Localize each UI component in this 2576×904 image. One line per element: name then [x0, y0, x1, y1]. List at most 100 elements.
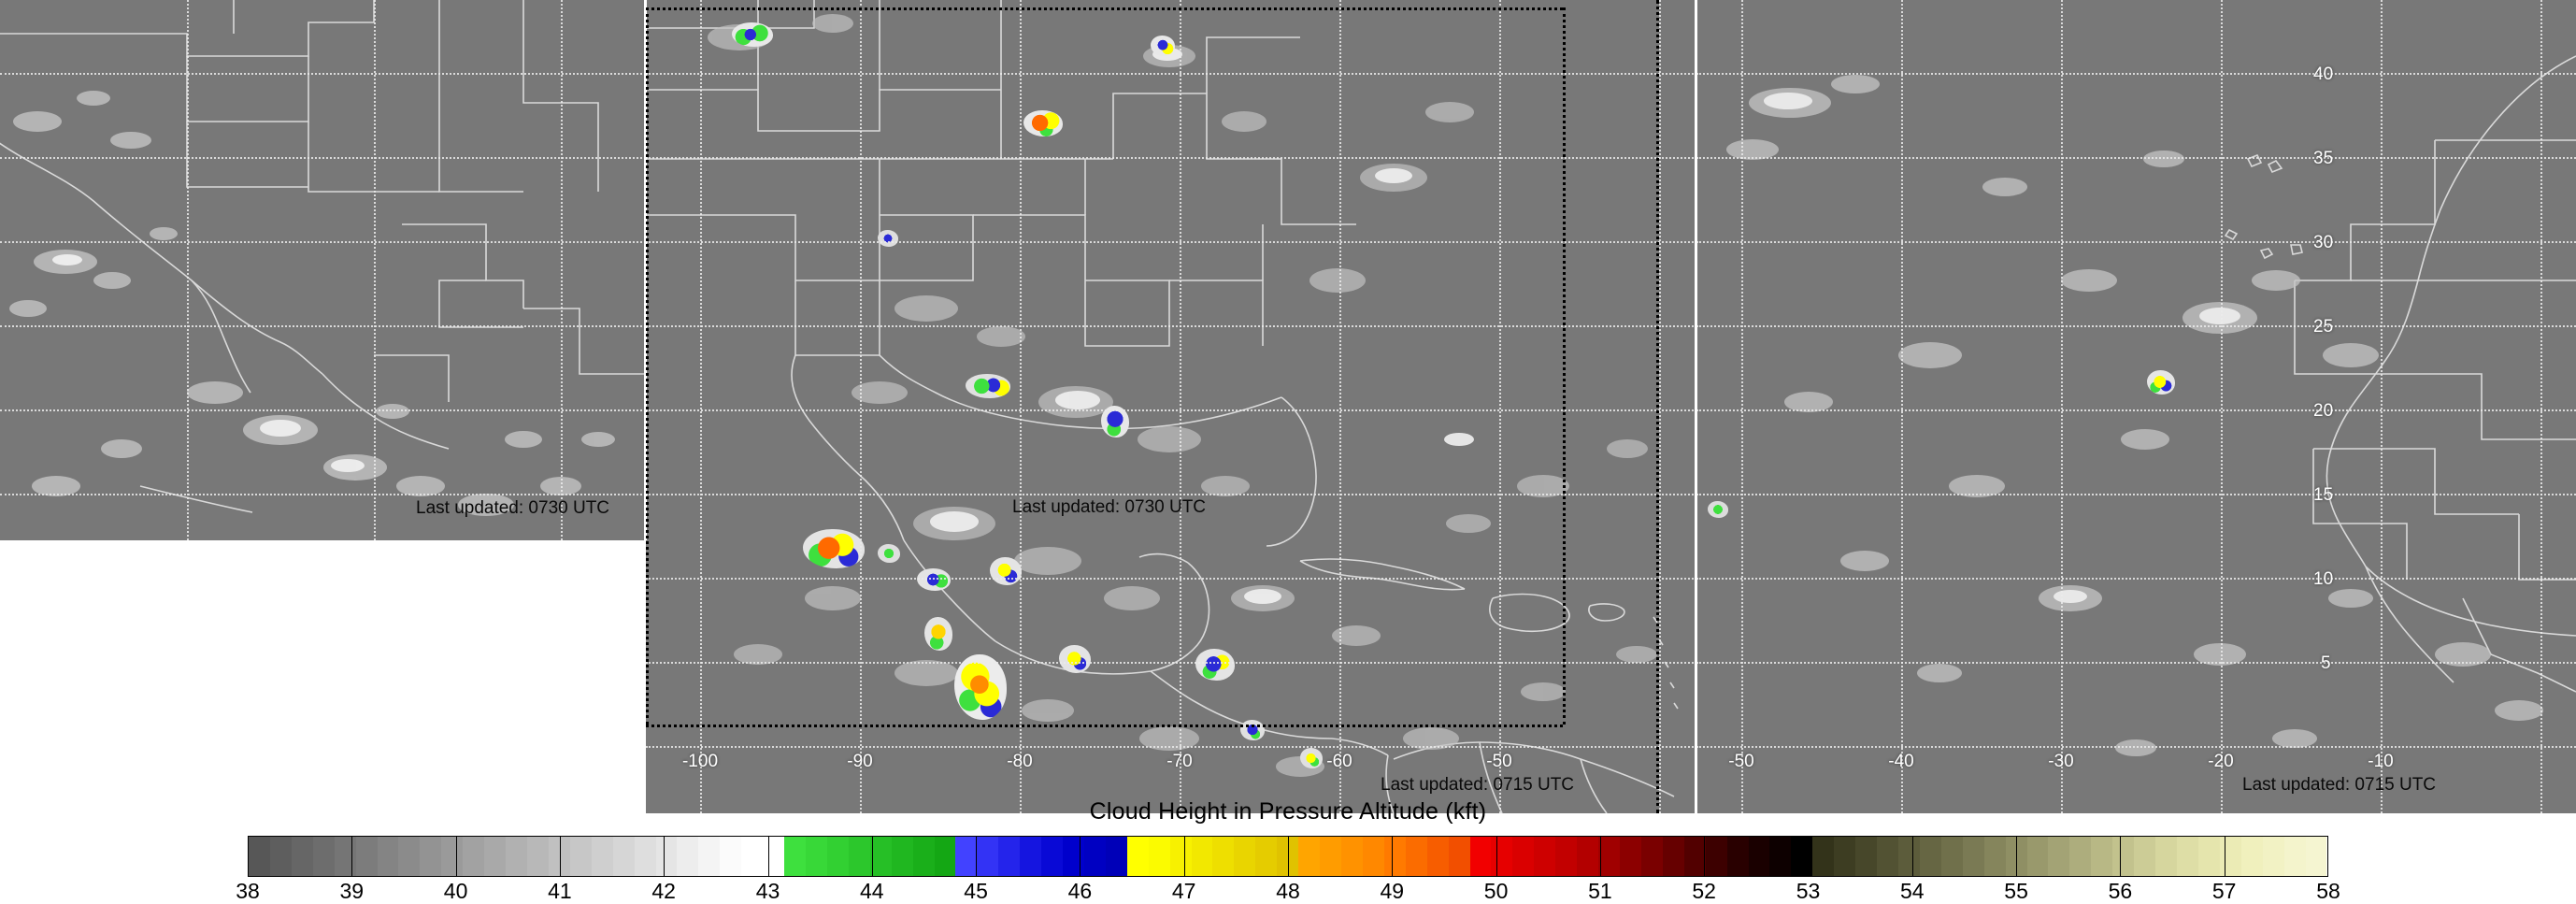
lon-label: -90 — [847, 752, 873, 771]
colorbar-tickmark — [351, 836, 353, 877]
colorbar-segment — [1812, 837, 1835, 876]
colorbar-tick: 58 — [2316, 879, 2340, 903]
colorbar-segment — [1383, 837, 1406, 876]
colorbar-segment — [484, 837, 507, 876]
colorbar-segment — [591, 837, 613, 876]
colorbar-segment — [441, 837, 464, 876]
colorbar-tickmark — [559, 836, 561, 877]
cloud-field-east — [1696, 0, 2576, 813]
last-updated-stamp-central: Last updated: 0730 UTC — [1012, 497, 1207, 517]
colorbar-segment — [1534, 837, 1556, 876]
colorbar-segment — [1234, 837, 1256, 876]
colorbar-segment — [891, 837, 913, 876]
colorbar-tick: 54 — [1900, 879, 1925, 903]
colorbar-segment — [741, 837, 764, 876]
colorbar-segment — [720, 837, 742, 876]
lon-label: -70 — [1166, 752, 1193, 771]
colorbar-segment — [1041, 837, 1064, 876]
colorbar-tick: 46 — [1067, 879, 1093, 903]
colorbar-tickmark — [2120, 836, 2122, 877]
colorbar-tick: 45 — [964, 879, 988, 903]
colorbar-segment — [1491, 837, 1513, 876]
colorbar-tick: 52 — [1692, 879, 1716, 903]
colorbar-segment — [869, 837, 892, 876]
lon-label: -20 — [2208, 752, 2234, 771]
colorbar-segment — [1834, 837, 1856, 876]
colorbar-tickmark — [1288, 836, 1289, 877]
colorbar-segment — [334, 837, 356, 876]
colorbar-segment — [548, 837, 570, 876]
colorbar-segment — [1126, 837, 1149, 876]
colorbar-tick: 53 — [1796, 879, 1821, 903]
colorbar-segment — [1769, 837, 1792, 876]
colorbar-segment — [784, 837, 806, 876]
colorbar-segment — [398, 837, 421, 876]
colorbar-segment — [1448, 837, 1470, 876]
colorbar-segment — [355, 837, 378, 876]
colorbar-segment — [2155, 837, 2177, 876]
colorbar-segment — [1640, 837, 1663, 876]
colorbar-segment — [1083, 837, 1106, 876]
lon-label: -100 — [681, 752, 719, 771]
colorbar-tickmark — [455, 836, 457, 877]
colorbar-segment — [1555, 837, 1578, 876]
colorbar-segment — [912, 837, 935, 876]
colorbar-segment — [2262, 837, 2284, 876]
colorbar-segment — [698, 837, 721, 876]
colorbar-segment — [2112, 837, 2135, 876]
colorbar-tickmark — [976, 836, 978, 877]
colorbar-tick: 40 — [443, 879, 468, 903]
colorbar-tickmark — [1496, 836, 1497, 877]
lon-label: -80 — [1007, 752, 1033, 771]
colorbar-segment — [1405, 837, 1427, 876]
colorbar-tick-labels: 38 39 40 41 42 43 44 45 46 47 48 49 50 51 52 53 54 55 56 57… — [236, 879, 2340, 903]
colorbar-segment — [1277, 837, 1299, 876]
colorbar-segment — [2005, 837, 2027, 876]
map-outlines-east — [1696, 0, 2576, 813]
colorbar-tickmark — [1808, 836, 1810, 877]
colorbar-segment — [1940, 837, 1963, 876]
colorbar-segment — [2197, 837, 2220, 876]
colorbar-segment — [2283, 837, 2306, 876]
colorbar-tick: 38 — [236, 879, 260, 903]
colorbar-segment — [2069, 837, 2092, 876]
lon-label: -50 — [1486, 752, 1512, 771]
colorbar-tickmark — [1183, 836, 1185, 877]
colorbar-tick: 47 — [1171, 879, 1196, 903]
colorbar-segment — [1341, 837, 1363, 876]
colorbar-segment — [1191, 837, 1213, 876]
map-outlines-central — [646, 0, 1696, 813]
lon-label: -40 — [1888, 752, 1914, 771]
colorbar-tickmark — [767, 836, 769, 877]
last-updated-stamp-east: Last updated: 0715 UTC — [2242, 775, 2437, 795]
satellite-panel-west: Last updated: 0730 UTC — [0, 0, 646, 540]
colorbar-segment — [506, 837, 527, 876]
colorbar-tick: 48 — [1276, 879, 1300, 903]
colorbar-segment — [420, 837, 442, 876]
colorbar-segment — [2305, 837, 2327, 876]
colorbar-segment — [934, 837, 956, 876]
satellite-panel-central: Last updated: 0730 UTC -100 -90 -80 -70 … — [646, 0, 1696, 813]
colorbar-segment — [312, 837, 335, 876]
colorbar-segment — [1105, 837, 1127, 876]
colorbar-tickmark — [1599, 836, 1601, 877]
colorbar-segment — [977, 837, 999, 876]
colorbar-segment — [377, 837, 399, 876]
colorbar-segment — [2134, 837, 2156, 876]
colorbar-segment — [2026, 837, 2049, 876]
colorbar-tick: 55 — [2004, 879, 2028, 903]
lon-label: -50 — [1728, 752, 1754, 771]
colorbar-segment — [1362, 837, 1384, 876]
map-outlines-west — [0, 0, 646, 540]
last-updated-stamp-south: Last updated: 0715 UTC — [1381, 775, 1575, 795]
colorbar-segment — [1469, 837, 1492, 876]
colorbar-segment — [826, 837, 849, 876]
colorbar-segment — [1598, 837, 1620, 876]
colorbar-tick: 57 — [2211, 879, 2237, 903]
lat-label: 5 — [2321, 653, 2331, 673]
colorbar-segment — [655, 837, 678, 876]
colorbar-segment — [1748, 837, 1770, 876]
colorbar-gradient[interactable] — [248, 836, 2328, 877]
colorbar-tick: 51 — [1588, 879, 1612, 903]
colorbar-tick: 43 — [755, 879, 780, 903]
